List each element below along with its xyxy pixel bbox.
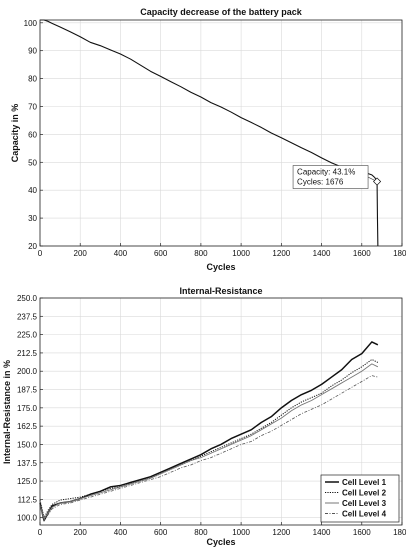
x-tick-label: 600 bbox=[154, 249, 168, 258]
resistance-chart-title: Internal-Resistance bbox=[179, 286, 262, 296]
y-tick-label: 40 bbox=[28, 186, 37, 195]
resistance-y-axis-label: Internal-Resistance in % bbox=[2, 360, 12, 464]
annotation-capacity-text: Capacity: 43.1% bbox=[297, 168, 355, 177]
x-tick-label: 200 bbox=[74, 528, 88, 537]
y-tick-label: 137.5 bbox=[17, 459, 38, 468]
capacity-y-axis-label: Capacity in % bbox=[10, 104, 20, 163]
x-tick-label: 1200 bbox=[272, 249, 290, 258]
y-tick-label: 80 bbox=[28, 75, 37, 84]
annotation-cycles-text: Cycles: 1676 bbox=[297, 178, 344, 187]
resistance-plot-frame bbox=[39, 297, 403, 526]
y-tick-label: 100.0 bbox=[17, 514, 38, 523]
series-line-4 bbox=[39, 375, 378, 522]
y-tick-label: 225.0 bbox=[17, 331, 38, 340]
x-tick-label: 1400 bbox=[313, 528, 331, 537]
capacity-x-axis-label: Cycles bbox=[206, 262, 235, 272]
x-tick-label: 400 bbox=[114, 528, 128, 537]
y-tick-label: 112.5 bbox=[18, 495, 38, 504]
legend-label-2: Cell Level 2 bbox=[342, 489, 387, 498]
x-tick-label: 1000 bbox=[232, 249, 250, 258]
y-tick-label: 175.0 bbox=[17, 404, 38, 413]
y-tick-label: 100 bbox=[24, 19, 38, 28]
legend-label-3: Cell Level 3 bbox=[342, 499, 387, 508]
y-tick-label: 250.0 bbox=[17, 294, 38, 303]
x-tick-label: 0 bbox=[38, 528, 43, 537]
series-line-2 bbox=[39, 359, 379, 519]
y-tick-label: 200.0 bbox=[17, 367, 38, 376]
y-tick-label: 187.5 bbox=[17, 386, 38, 395]
x-tick-label: 800 bbox=[194, 249, 208, 258]
legend-label-4: Cell Level 4 bbox=[342, 510, 387, 519]
x-tick-label: 800 bbox=[194, 528, 208, 537]
x-tick-label: 1600 bbox=[353, 249, 371, 258]
y-tick-label: 162.5 bbox=[17, 422, 38, 431]
x-tick-label: 400 bbox=[114, 249, 128, 258]
y-tick-label: 60 bbox=[28, 130, 37, 139]
capacity-chart-title: Capacity decrease of the battery pack bbox=[140, 7, 303, 17]
y-tick-label: 90 bbox=[28, 47, 37, 56]
legend-box bbox=[320, 474, 400, 523]
x-tick-label: 1200 bbox=[272, 528, 290, 537]
capacity-series-line bbox=[40, 19, 379, 247]
legend-label-1: Cell Level 1 bbox=[342, 478, 387, 487]
capacity-annotation: Capacity: 43.1% Cycles: 1676 bbox=[292, 165, 382, 189]
series-line-3 bbox=[39, 363, 379, 520]
y-tick-label: 125.0 bbox=[17, 477, 38, 486]
y-tick-label: 150.0 bbox=[17, 440, 38, 449]
x-tick-label: 0 bbox=[38, 249, 43, 258]
y-tick-label: 50 bbox=[28, 158, 37, 167]
y-tick-label: 237.5 bbox=[17, 312, 38, 321]
x-tick-label: 1400 bbox=[313, 249, 331, 258]
x-tick-label: 1800 bbox=[393, 249, 406, 258]
capacity-plot-frame bbox=[39, 19, 403, 247]
y-tick-label: 212.5 bbox=[17, 349, 38, 358]
resistance-chart: Internal-Resistance 0 200 400 600 800 1000 120… bbox=[2, 286, 406, 547]
y-tick-label: 30 bbox=[28, 214, 37, 223]
x-tick-label: 200 bbox=[74, 249, 88, 258]
resistance-x-axis-label: Cycles bbox=[206, 537, 235, 547]
y-tick-label: 70 bbox=[28, 102, 37, 111]
x-tick-label: 600 bbox=[154, 528, 168, 537]
x-tick-label: 1800 bbox=[393, 528, 406, 537]
x-tick-label: 1600 bbox=[353, 528, 371, 537]
y-tick-label: 20 bbox=[28, 242, 37, 251]
x-tick-label: 1000 bbox=[232, 528, 250, 537]
